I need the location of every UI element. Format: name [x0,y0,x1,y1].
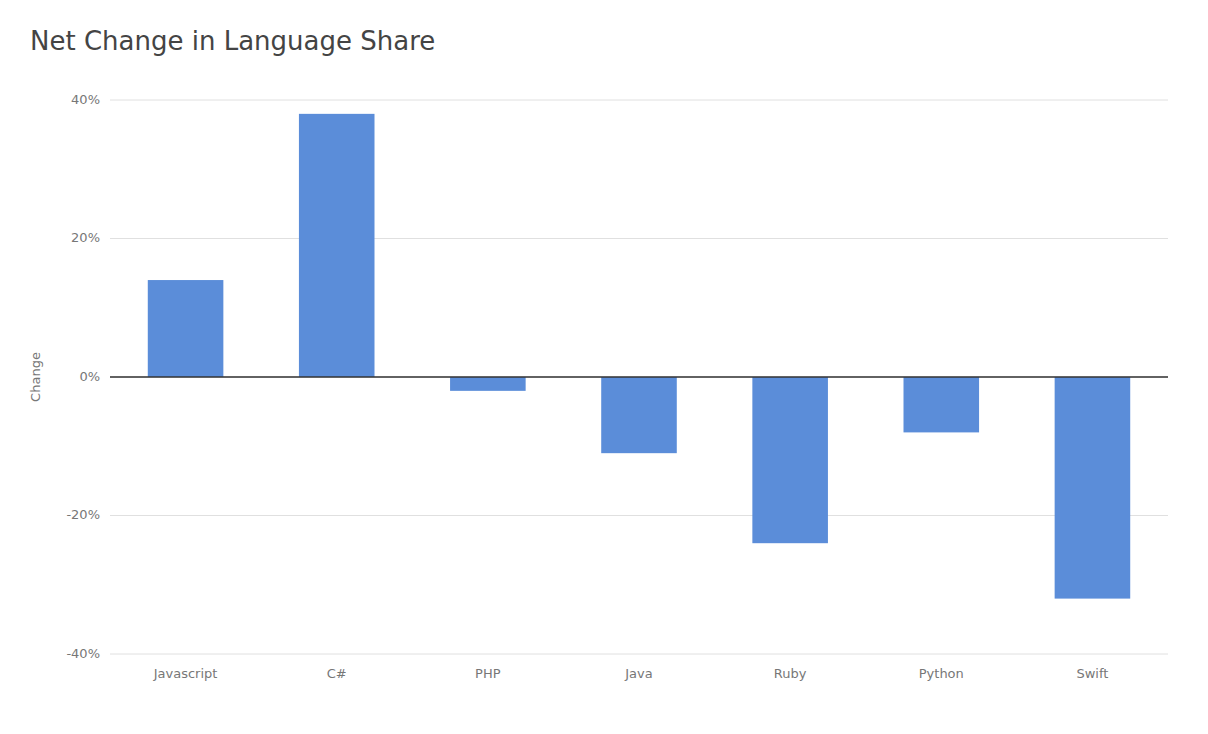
y-tick-label: 20% [71,230,100,245]
x-tick-label: PHP [475,666,501,681]
bar [904,377,980,432]
grid-line [110,654,1168,655]
bar [299,114,375,377]
grid-line [110,377,1168,378]
y-axis-label: Change [28,352,43,402]
grid [110,100,1168,654]
x-tick-label: Javascript [153,666,218,681]
grid-line [110,100,1168,101]
bars [148,114,1130,599]
x-tick-label: C# [327,666,347,681]
x-tick-label: Swift [1076,666,1108,681]
bar [1055,377,1131,599]
grid-line [110,238,1168,239]
bar [148,280,224,377]
y-tick-label: -20% [66,507,100,522]
baseline [110,376,1168,377]
x-tick-label: Python [919,666,964,681]
bar [601,377,677,453]
title: Net Change in Language Share [30,26,435,56]
y-tick-label: -40% [66,646,100,661]
bar [752,377,828,543]
chart: Net Change in Language Share -40% -20% 0% 20… [0,0,1208,734]
bar [450,377,526,391]
y-tick-label: 0% [79,369,100,384]
chart-container: Net Change in Language Share -40% -20% 0% 20… [0,0,1208,734]
grid-line [110,515,1168,516]
y-tick-label: 40% [71,92,100,107]
x-tick-label: Ruby [774,666,807,681]
x-tick-label: Java [624,666,652,681]
